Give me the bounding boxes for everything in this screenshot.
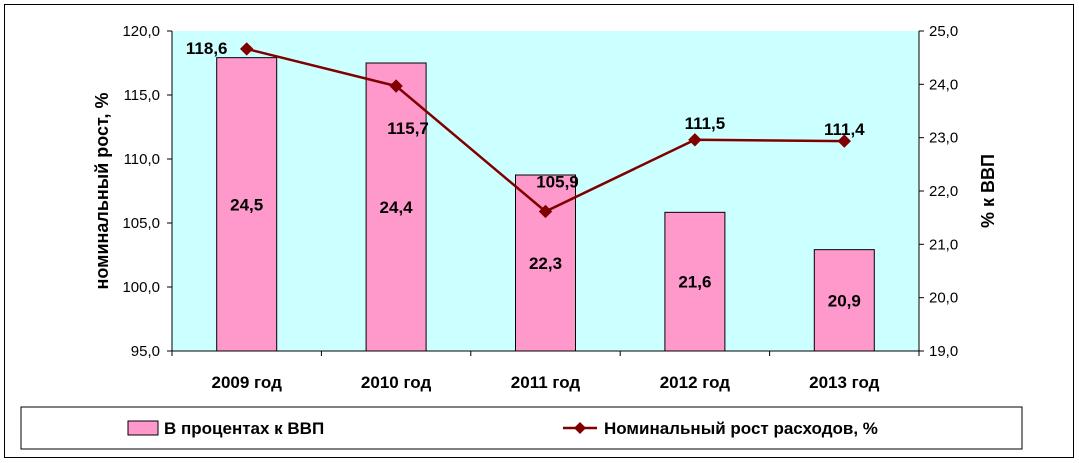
right-y-axis: 19,0 20,0 21,0 22,0 23,0 24,0 25,0 bbox=[918, 23, 958, 360]
legend-line-marker bbox=[574, 422, 586, 434]
line-data-label: 111,4 bbox=[824, 120, 865, 139]
left-tick-label: 95,0 bbox=[131, 343, 160, 360]
legend-bar-swatch bbox=[127, 420, 159, 436]
left-tick-label: 110,0 bbox=[124, 151, 160, 168]
line-series bbox=[239, 42, 852, 219]
x-axis: 2009 год 2010 год 2011 год 2012 год 2013 год bbox=[171, 350, 920, 392]
legend: В процентах к ВВП Номинальный рост расхо… bbox=[20, 406, 1023, 450]
bar-data-label: 22,3 bbox=[529, 254, 562, 273]
line-point-4 bbox=[688, 133, 702, 147]
line-data-label: 105,9 bbox=[536, 172, 579, 191]
right-tick-label: 20,0 bbox=[929, 290, 958, 307]
right-tick-label: 24,0 bbox=[929, 76, 958, 93]
bar-series bbox=[216, 57, 875, 352]
x-tick-label: 2010 год bbox=[361, 373, 432, 392]
line-data-label: 115,7 bbox=[387, 119, 429, 138]
line-point-3 bbox=[538, 204, 553, 219]
right-tick-label: 23,0 bbox=[929, 130, 958, 147]
line-data-labels: 118,6 115,7 105,9 111,5 111,4 bbox=[186, 39, 865, 192]
line-data-label: 111,5 bbox=[685, 114, 726, 133]
legend-line-label: Номинальный рост расходов, % bbox=[604, 419, 878, 438]
bar-5 bbox=[813, 249, 875, 352]
bar-data-labels: 24,5 24,4 22,3 21,6 20,9 bbox=[230, 195, 861, 310]
bar-2 bbox=[365, 62, 427, 352]
line-point-5 bbox=[837, 134, 852, 148]
x-tick-label: 2009 год bbox=[212, 373, 283, 392]
chart-frame bbox=[4, 4, 1074, 458]
x-tick-label: 2011 год bbox=[511, 373, 581, 392]
left-y-axis: 95,0 100,0 105,0 110,0 115,0 120,0 bbox=[122, 23, 173, 360]
left-tick-label: 120,0 bbox=[122, 23, 160, 40]
left-tick-label: 100,0 bbox=[122, 279, 160, 296]
left-tick-label: 105,0 bbox=[122, 215, 160, 232]
left-tick-label: 115,0 bbox=[124, 87, 160, 104]
legend-bar-label: В процентах к ВВП bbox=[164, 419, 324, 438]
x-tick-label: 2013 год bbox=[809, 373, 880, 392]
line-data-label: 118,6 bbox=[186, 39, 228, 58]
bar-data-label: 24,5 bbox=[230, 195, 263, 214]
legend-box bbox=[20, 406, 1023, 450]
x-tick-label: 2012 год bbox=[660, 373, 731, 392]
bar-data-label: 24,4 bbox=[380, 198, 414, 217]
bar-3 bbox=[515, 174, 576, 352]
right-tick-label: 19,0 bbox=[929, 343, 958, 360]
bar-data-label: 20,9 bbox=[828, 291, 861, 310]
line-point-2 bbox=[389, 79, 403, 93]
bar-1 bbox=[216, 57, 278, 352]
right-tick-label: 22,0 bbox=[929, 183, 958, 200]
left-axis-title: номинальный рост, % bbox=[92, 93, 112, 290]
right-tick-label: 21,0 bbox=[929, 236, 958, 253]
bar-4 bbox=[664, 211, 726, 352]
line-point-1 bbox=[239, 42, 254, 56]
right-axis-title: % к ВВП bbox=[978, 154, 998, 228]
bar-data-label: 21,6 bbox=[678, 273, 711, 292]
right-tick-label: 25,0 bbox=[929, 23, 958, 40]
